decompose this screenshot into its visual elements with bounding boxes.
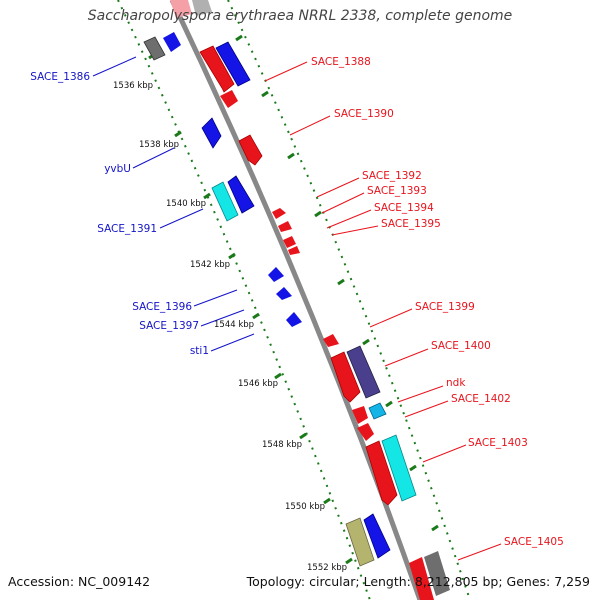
gene-labels-right: SACE_1388 SACE_1390 SACE_1392 SACE_1393 …: [311, 56, 564, 548]
leader-lines-left: [92, 56, 255, 352]
tick-ring-outer: [227, 0, 471, 600]
tick-label: 1546 kbp: [238, 379, 278, 389]
gene-label: SACE_1400: [431, 340, 491, 352]
map-title: Saccharopolyspora erythraea NRRL 2338, c…: [87, 8, 513, 24]
gene-blue-2[interactable]: [227, 175, 255, 214]
gene-label: SACE_1392: [362, 170, 422, 182]
leader-lines-right: [264, 61, 502, 561]
gene-sace-1400[interactable]: [330, 351, 361, 403]
gene-blue-3[interactable]: [268, 267, 284, 282]
gene-label: SACE_1394: [374, 202, 434, 214]
gene-gray-top[interactable]: [192, 0, 212, 16]
gene-label: SACE_1395: [381, 218, 441, 230]
gene-label: SACE_1388: [311, 56, 371, 68]
gene-label: SACE_1397: [139, 320, 199, 332]
gene-sace-1386[interactable]: [143, 36, 166, 61]
gene-sace-1388[interactable]: [199, 45, 235, 93]
tick-labels: 1536 kbp 1538 kbp 1540 kbp 1542 kbp 1544…: [113, 81, 347, 573]
gene-label: SACE_1393: [367, 185, 427, 197]
gene-small-red-2[interactable]: [352, 406, 368, 424]
gene-label: ndk: [446, 377, 466, 389]
tick-label: 1542 kbp: [190, 260, 230, 270]
gene-sace-1403[interactable]: [365, 440, 398, 506]
topology-text: Topology: circular; Length: 8,212,805 bp…: [246, 574, 590, 589]
gene-label: SACE_1391: [97, 223, 157, 235]
gene-small-red-1[interactable]: [220, 90, 238, 108]
tick-marks: [148, 34, 439, 565]
gene-sace-1405[interactable]: [409, 557, 434, 600]
gene-label: SACE_1399: [415, 301, 475, 313]
gene-label: SACE_1390: [334, 108, 394, 120]
gene-label: SACE_1403: [468, 437, 528, 449]
gene-khaki[interactable]: [345, 517, 375, 567]
gene-label: SACE_1386: [30, 71, 90, 83]
gene-pink-top[interactable]: [170, 0, 192, 18]
gene-sace-1396[interactable]: [276, 287, 292, 300]
gene-gray-2[interactable]: [424, 551, 450, 596]
tick-label: 1552 kbp: [307, 563, 347, 573]
gene-sace-1391[interactable]: [211, 181, 239, 222]
gene-blue-4[interactable]: [363, 513, 391, 559]
gene-ndk[interactable]: [368, 402, 387, 420]
tick-label: 1538 kbp: [139, 140, 179, 150]
tick-ring-inner: [117, 0, 371, 600]
gene-label: SACE_1396: [132, 301, 192, 313]
tick-label: 1536 kbp: [113, 81, 153, 91]
gene-sace-1394[interactable]: [283, 236, 296, 248]
gene-navy-2[interactable]: [346, 345, 381, 399]
gene-labels-left: SACE_1386 yvbU SACE_1391 SACE_1396 SACE_…: [30, 71, 209, 357]
gene-cyan-1[interactable]: [381, 434, 417, 502]
gene-label: sti1: [190, 345, 209, 357]
accession-text: Accession: NC_009142: [8, 574, 151, 589]
gene-label: SACE_1405: [504, 536, 564, 548]
gene-sace-1390[interactable]: [238, 134, 263, 166]
gene-sace-1395[interactable]: [288, 246, 300, 255]
gene-label: SACE_1402: [451, 393, 511, 405]
gene-navy-1[interactable]: [215, 41, 251, 87]
gene-sace-1392[interactable]: [272, 208, 286, 219]
forward-genes: [170, 0, 450, 600]
reverse-genes: [143, 32, 391, 567]
tick-label: 1544 kbp: [214, 320, 254, 330]
gene-sace-1393[interactable]: [278, 221, 292, 232]
tick-label: 1548 kbp: [262, 440, 302, 450]
gene-label: yvbU: [104, 163, 131, 175]
tick-label: 1550 kbp: [285, 502, 325, 512]
gene-blue-1[interactable]: [163, 32, 181, 52]
gene-sace-1402[interactable]: [357, 423, 374, 441]
tick-label: 1540 kbp: [166, 199, 206, 209]
gene-sace-1399[interactable]: [323, 334, 339, 347]
gene-sace-1397[interactable]: [286, 312, 302, 327]
genome-backbone: [169, 0, 423, 600]
gene-yvbU[interactable]: [201, 117, 222, 149]
